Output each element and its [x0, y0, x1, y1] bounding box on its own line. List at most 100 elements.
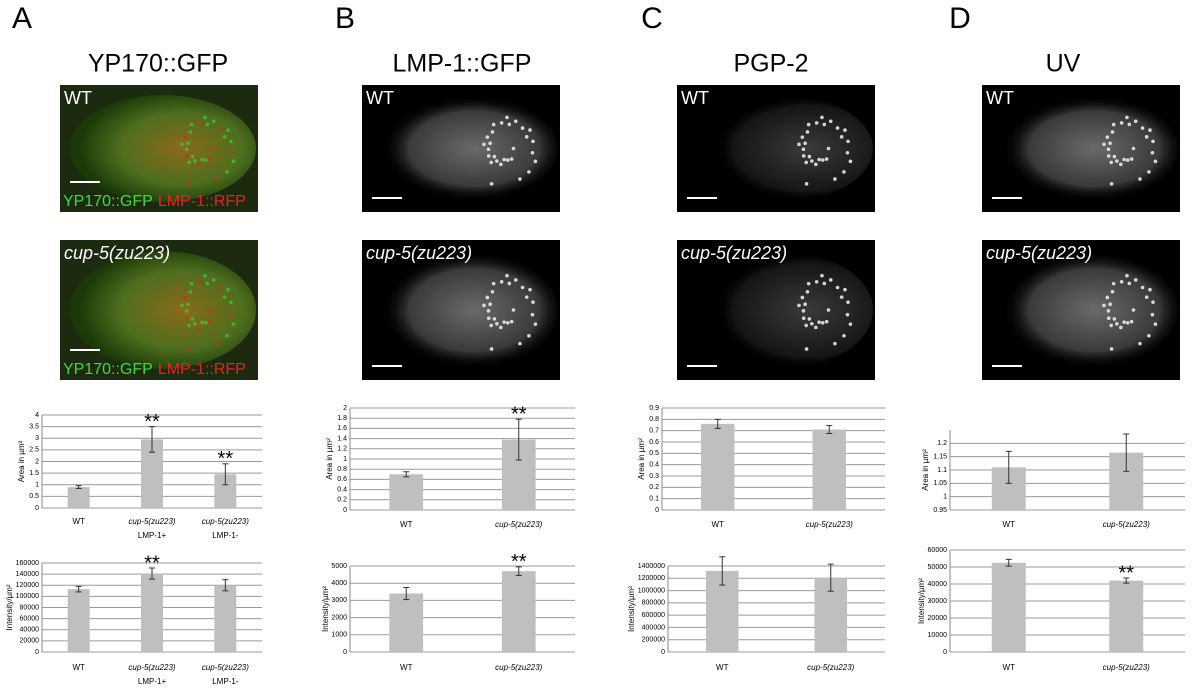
y-tick-label: 1 [35, 482, 39, 489]
vesicle [203, 115, 207, 120]
vesicle [1111, 122, 1116, 127]
vesicle [528, 287, 532, 292]
y-tick-label: 20000 [928, 615, 948, 622]
y-tick-label: 0.6 [337, 476, 347, 483]
y-tick-label: 60000 [20, 615, 40, 622]
x-tick-sublabel: LMP-1- [212, 677, 239, 686]
vesicle [1129, 157, 1134, 161]
vesicle [507, 122, 512, 127]
x-tick-label: WT [400, 520, 413, 529]
y-tick-label: 1.1 [937, 467, 947, 474]
bar [67, 589, 90, 652]
y-tick-label: 100000 [16, 593, 39, 600]
vesicle [184, 309, 189, 313]
vesicle [207, 157, 212, 161]
y-tick-label: 2 [35, 458, 39, 465]
y-tick-label: 50000 [928, 564, 948, 571]
vesicle [187, 160, 191, 165]
y-tick-label: 60000 [928, 547, 948, 554]
caption-part: LMP-1::RFP [158, 361, 246, 378]
vesicle [805, 130, 810, 134]
bar [389, 593, 424, 652]
vesicle [1119, 279, 1124, 284]
y-tick-label: 160000 [16, 560, 39, 567]
vesicle [1140, 126, 1145, 130]
vesicle [531, 139, 535, 144]
vesicle [801, 316, 806, 321]
vesicle [209, 146, 214, 151]
significance: ** [1118, 562, 1134, 584]
vesicle [187, 347, 192, 351]
vesicle [197, 279, 202, 284]
y-axis-label: Intensity/µm² [5, 584, 14, 630]
panel-letter: C [641, 2, 663, 35]
vesicle [803, 302, 807, 307]
vesicle [499, 279, 504, 284]
y-tick-label: 1 [943, 494, 947, 501]
vesicle [499, 121, 504, 125]
x-tick-label: cup-5(zu223) [202, 517, 249, 526]
panel-title: LMP-1::GFP [393, 50, 532, 78]
vesicle [200, 157, 204, 162]
vesicle [511, 308, 516, 312]
vesicle [1112, 317, 1117, 321]
vesicle [1110, 289, 1115, 294]
vesicle [807, 317, 812, 321]
y-tick-label: 1.6 [337, 425, 347, 432]
y-tick-label: 600000 [642, 612, 665, 619]
vesicle [842, 170, 846, 174]
vesicle [835, 126, 840, 130]
x-tick-label: cup-5(zu223) [806, 520, 853, 529]
vesicle [1119, 162, 1123, 167]
vesicle [833, 341, 837, 346]
vesicle [1131, 308, 1136, 312]
vesicle [1147, 170, 1151, 174]
y-tick-label: 0 [655, 507, 659, 514]
vesicle [528, 128, 532, 132]
vesicle [507, 281, 512, 286]
x-tick-label: WT [72, 663, 85, 672]
vesicle [513, 119, 518, 124]
vesicle [800, 295, 805, 300]
y-tick-label: 1.2 [937, 440, 947, 447]
vesicle [188, 130, 193, 134]
vesicle [205, 122, 210, 127]
y-tick-label: 800000 [642, 600, 665, 607]
vesicle [1106, 154, 1111, 158]
vesicle [805, 289, 810, 294]
vesicle [188, 289, 193, 294]
vesicle [231, 159, 236, 164]
y-tick-label: 0.6 [649, 439, 659, 446]
vesicle [1125, 115, 1129, 120]
image-label: cup-5(zu223) [986, 243, 1092, 263]
vesicle [846, 139, 850, 144]
vesicle [817, 320, 821, 324]
vesicle [820, 273, 824, 278]
vesicle [1153, 322, 1158, 326]
y-tick-label: 120000 [16, 582, 39, 589]
vesicle [835, 285, 840, 290]
vesicle [183, 135, 188, 139]
y-tick-label: 5000 [331, 563, 347, 570]
vesicle [848, 159, 853, 164]
y-tick-label: 1.4 [337, 435, 347, 442]
vesicle [826, 308, 831, 312]
image-label: WT [64, 88, 92, 108]
vesicle [839, 135, 844, 139]
vesicle [822, 281, 827, 286]
vesicle [1129, 319, 1134, 324]
vesicle [492, 154, 497, 159]
vesicle [203, 273, 207, 278]
vesicle [1115, 321, 1119, 326]
x-tick-label: WT [400, 663, 413, 672]
vesicle [524, 295, 529, 299]
y-tick-label: 1.05 [933, 480, 947, 487]
y-tick-label: 0.5 [649, 450, 659, 457]
image-caption: YP170::GFP LMP-1::RFP [63, 193, 246, 210]
vesicle [486, 316, 491, 321]
vesicle [216, 341, 220, 346]
y-tick-label: 4 [35, 412, 39, 419]
vesicle [806, 122, 811, 127]
vesicle [200, 320, 204, 324]
vesicle [511, 146, 516, 151]
